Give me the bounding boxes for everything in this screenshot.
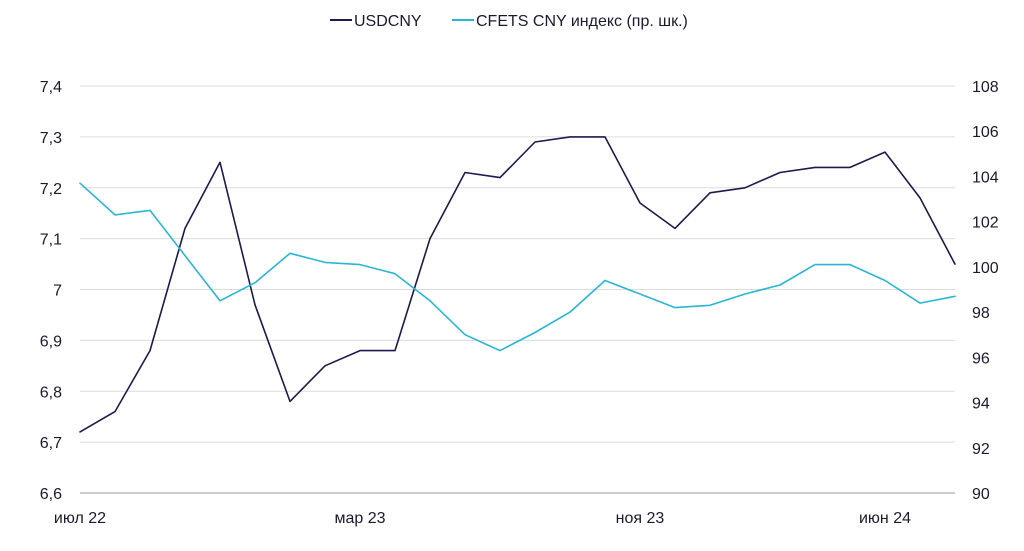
right-tick-label: 92	[972, 441, 990, 458]
cfets-index-line	[79, 182, 956, 352]
right-tick-label: 104	[972, 169, 999, 186]
right-tick-label: 102	[972, 215, 999, 232]
left-tick-label: 6,8	[40, 384, 62, 401]
x-axis: июл 22 мар 23 ноя 23 июн 24	[54, 510, 911, 527]
usdcny-line	[79, 136, 956, 433]
left-tick-label: 7,3	[40, 130, 62, 147]
left-tick-label: 7,1	[40, 232, 62, 249]
left-tick-label: 7,2	[40, 181, 62, 198]
left-axis: 6,6 6,7 6,8 6,9 7 7,1 7,2 7,3 7,4	[40, 79, 62, 503]
legend: USDCNY CFETS CNY индекс (пр. шк.)	[330, 13, 688, 30]
right-tick-label: 98	[972, 305, 990, 322]
left-tick-label: 6,6	[40, 486, 62, 503]
x-tick-label: ноя 23	[616, 510, 665, 527]
right-tick-label: 90	[972, 486, 990, 503]
x-tick-label: июл 22	[54, 510, 106, 527]
left-tick-label: 6,7	[40, 435, 62, 452]
x-tick-label: июн 24	[859, 510, 911, 527]
right-tick-label: 94	[972, 396, 990, 413]
right-tick-label: 96	[972, 350, 990, 367]
right-tick-label: 100	[972, 260, 999, 277]
left-tick-label: 7	[53, 283, 62, 300]
left-tick-label: 6,9	[40, 333, 62, 350]
right-tick-label: 106	[972, 124, 999, 141]
right-axis: 90 92 94 96 98 100 102 104 106 108	[972, 79, 999, 503]
left-tick-label: 7,4	[40, 79, 62, 96]
legend-item-cfets-label: CFETS CNY индекс (пр. шк.)	[476, 13, 688, 30]
right-tick-label: 108	[972, 79, 999, 96]
series	[79, 136, 956, 433]
legend-item-usdcny-label: USDCNY	[354, 13, 422, 30]
x-tick-label: мар 23	[334, 510, 385, 527]
